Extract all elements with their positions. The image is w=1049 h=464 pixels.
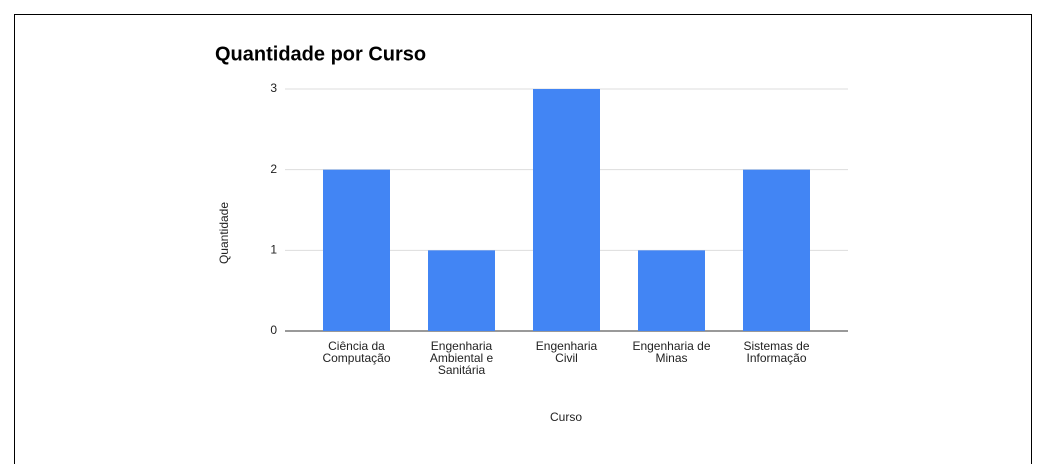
y-axis-label: Quantidade xyxy=(217,202,231,264)
x-tick-label: Sistemas de Informação xyxy=(743,339,809,365)
bar xyxy=(638,250,705,331)
x-tick-label: Engenharia Ambiental e Sanitária xyxy=(430,339,494,377)
y-tick-label: 1 xyxy=(270,243,277,257)
bar xyxy=(743,169,810,331)
bar xyxy=(323,169,390,331)
x-tick-label: Ciência da Computação xyxy=(322,339,390,365)
x-tick-label: Engenharia de Minas xyxy=(632,339,710,365)
y-tick-label: 2 xyxy=(270,162,277,176)
frame xyxy=(14,14,1032,464)
bar xyxy=(428,250,495,331)
x-axis-label: Curso xyxy=(550,410,582,424)
y-tick-label: 3 xyxy=(270,81,277,95)
y-tick-label: 0 xyxy=(270,323,277,337)
x-tick-label: Engenharia Civil xyxy=(536,339,598,365)
chart-title: Quantidade por Curso xyxy=(215,43,426,65)
bar xyxy=(533,89,600,331)
